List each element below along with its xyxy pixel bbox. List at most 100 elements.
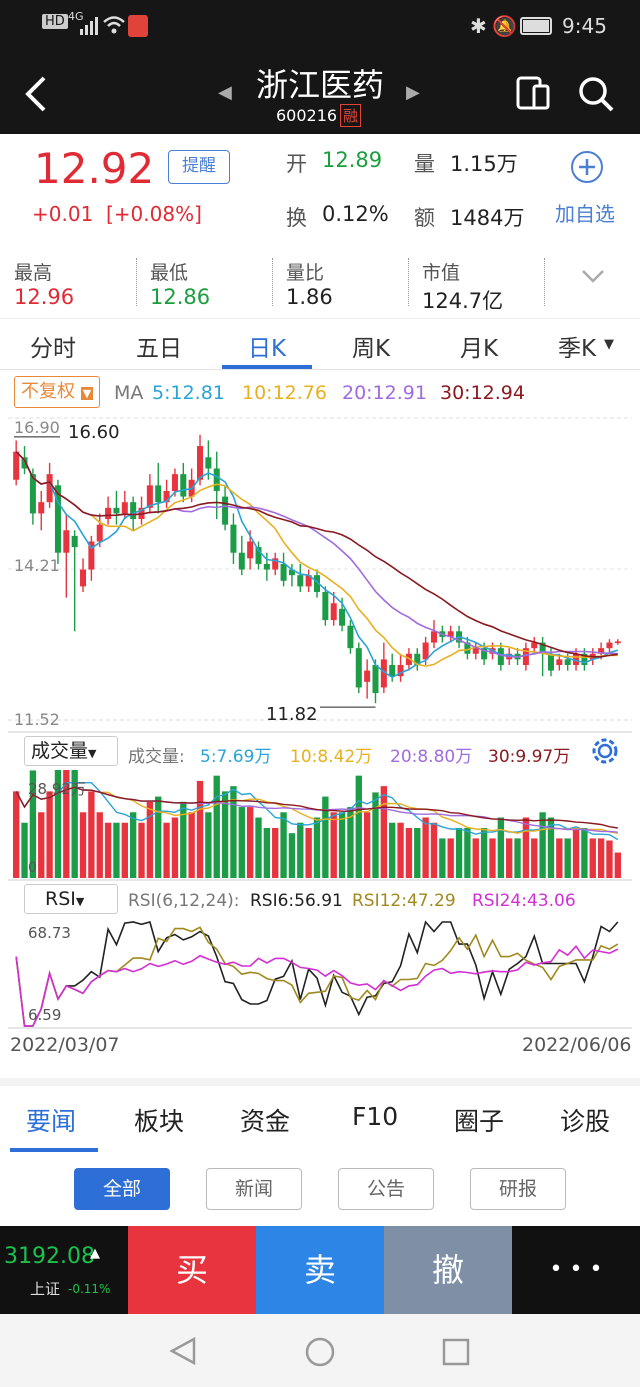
tab-five-day[interactable]: 五日 [136, 336, 182, 362]
next-stock-icon[interactable]: ▶ [406, 82, 420, 103]
candle-body [305, 575, 312, 587]
add-watch-icon[interactable] [570, 150, 604, 188]
more-button[interactable]: • • • [512, 1226, 640, 1314]
cancel-button[interactable]: 撤 [384, 1226, 512, 1314]
candle-body [364, 670, 371, 682]
stat-label: 最高 [14, 262, 53, 284]
share-icon[interactable] [516, 76, 550, 114]
tab-diagnosis[interactable]: 诊股 [560, 1107, 611, 1136]
alert-button[interactable]: 提醒 [168, 150, 230, 184]
ma20-value: 20:12.91 [342, 382, 427, 404]
volume-bar [155, 796, 162, 878]
adjust-selector[interactable]: 不复权 ▼ [14, 376, 101, 408]
candle-body [205, 457, 212, 469]
volume-bar [322, 796, 329, 878]
tab-news[interactable]: 要闻 [26, 1107, 77, 1136]
candle-body [38, 502, 45, 514]
volume-ma30-line [15, 786, 618, 829]
tab-quarterly-k[interactable]: 季K [558, 336, 597, 362]
rsi-params: RSI(6,12,24): [128, 891, 240, 911]
volume-bar [422, 817, 429, 878]
volume-bar [104, 822, 112, 878]
tab-f10[interactable]: F10 [352, 1102, 399, 1131]
volume-bar [171, 817, 179, 878]
candle-body [531, 642, 538, 649]
dropdown-icon[interactable]: ▼ [604, 337, 614, 352]
amount-value: 1484万 [450, 206, 525, 230]
candle-body [272, 558, 279, 570]
stat-market-cap: 市值 124.7亿 [422, 258, 503, 315]
tab-circle[interactable]: 圈子 [454, 1107, 505, 1136]
settings-gear-icon[interactable] [590, 736, 620, 770]
tab-daily-k[interactable]: 日K [248, 336, 287, 362]
hd-badge: HD [42, 14, 68, 29]
candle-body [389, 664, 396, 677]
nav-back-icon[interactable] [168, 1336, 198, 1370]
index-ticker[interactable]: 3192.08 ▲ 上证 -0.11% [0, 1226, 128, 1314]
volume-bar [54, 770, 62, 878]
volume-bar [439, 838, 446, 878]
candle-body [63, 530, 70, 553]
tab-weekly-k[interactable]: 周K [352, 336, 391, 362]
candle-body [422, 642, 429, 660]
candle-body [288, 569, 295, 576]
price-change-pct: [+0.08%] [106, 202, 202, 226]
tab-sector[interactable]: 板块 [134, 1107, 185, 1136]
nav-recents-icon[interactable] [442, 1338, 470, 1370]
rsi24-line [15, 945, 619, 1027]
candle-body [481, 648, 488, 660]
volume-bar [129, 812, 137, 878]
candle-body [606, 642, 613, 649]
volume-value: 1.15万 [450, 152, 518, 176]
buy-button[interactable]: 买 [128, 1226, 256, 1314]
mute-icon: 🔕 [492, 14, 517, 38]
candle-body [573, 653, 580, 665]
rsi-dropdown-icon: ▼ [75, 895, 85, 908]
filter-research[interactable]: 研报 [470, 1168, 566, 1210]
candle-body [547, 653, 554, 671]
volume-bar [96, 812, 103, 878]
tab-funds[interactable]: 资金 [240, 1107, 291, 1136]
candle-body [54, 485, 61, 553]
expand-chevron-icon[interactable] [580, 266, 606, 290]
volume-bar [230, 786, 237, 878]
volume-bar [196, 780, 204, 878]
open-label: 开 [286, 152, 307, 176]
sell-button[interactable]: 卖 [256, 1226, 384, 1314]
prev-stock-icon[interactable]: ◀ [218, 82, 232, 103]
turnover-label: 换 [286, 206, 307, 230]
ma30-value: 30:12.94 [440, 382, 525, 404]
rsi-selector[interactable]: RSI▼ [24, 884, 118, 914]
volume-bar [238, 807, 245, 878]
ma10-value: 10:12.76 [242, 382, 327, 404]
candle-body [197, 446, 204, 480]
battery-icon [520, 17, 552, 35]
volume-bar [38, 812, 45, 878]
filter-announcement[interactable]: 公告 [338, 1168, 434, 1210]
candle-body [372, 664, 379, 694]
candle-body [21, 457, 28, 469]
candle-body [155, 485, 162, 503]
volume-bar [389, 822, 396, 878]
volume-axis-bottom: 0 [28, 860, 37, 876]
filter-all[interactable]: 全部 [74, 1168, 170, 1210]
candle-body [405, 653, 412, 665]
tab-monthly-k[interactable]: 月K [460, 336, 499, 362]
candle-body [88, 541, 95, 570]
nav-home-icon[interactable] [304, 1336, 336, 1372]
volume-bar [180, 801, 187, 878]
add-watch-label[interactable]: 加自选 [555, 202, 615, 226]
candle-body [121, 502, 128, 514]
search-icon[interactable] [578, 76, 614, 116]
status-bar: HD 4G ✱ 🔕 9:45 [0, 0, 640, 54]
tab-intraday[interactable]: 分时 [30, 336, 76, 362]
volume-bar [547, 817, 555, 878]
filter-news[interactable]: 新闻 [206, 1168, 302, 1210]
back-icon[interactable] [22, 74, 50, 118]
volume-selector[interactable]: 成交量▼ [24, 736, 118, 766]
price-axis-top: 16.90 [14, 418, 60, 437]
kline-chart[interactable] [0, 370, 640, 1062]
signal-icon [80, 16, 98, 35]
volume-bar [430, 822, 438, 878]
volume-bar [480, 827, 488, 878]
